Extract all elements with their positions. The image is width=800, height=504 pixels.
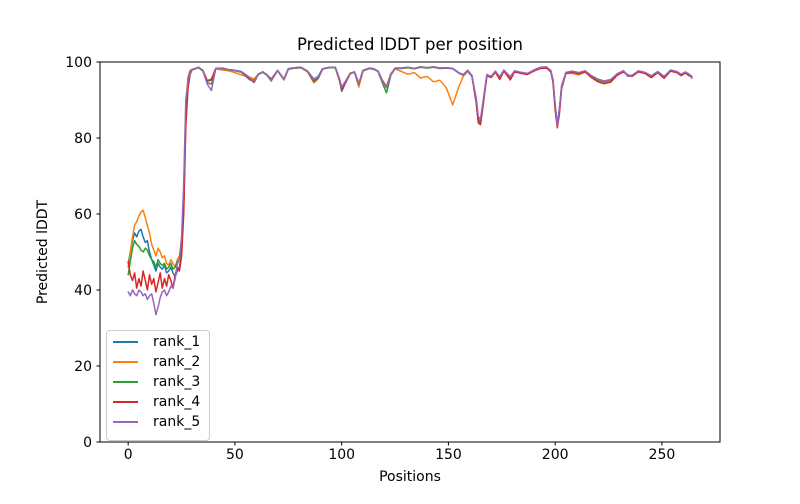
x-tick-label-100: 100 xyxy=(328,447,355,463)
legend-line-sample-rank_1 xyxy=(113,341,138,343)
y-tick-label-40: 40 xyxy=(74,283,92,299)
legend-line-sample-rank_2 xyxy=(113,361,138,363)
series-line-rank_3 xyxy=(127,66,693,276)
x-tick-label-50: 50 xyxy=(226,447,244,463)
series-line-rank_5 xyxy=(127,66,693,316)
y-tick-label-80: 80 xyxy=(74,131,92,147)
axis-ticks: 0 50 100 150 200 250 0 20 40 60 80 100 xyxy=(65,55,675,463)
series-lines xyxy=(127,66,693,316)
legend-item-rank_1: rank_1 xyxy=(107,332,209,352)
y-tick-label-0: 0 xyxy=(83,435,92,451)
legend-line-sample-rank_4 xyxy=(113,401,138,403)
y-tick-label-100: 100 xyxy=(65,55,92,71)
x-tick-label-250: 250 xyxy=(649,447,676,463)
legend-item-rank_2: rank_2 xyxy=(107,352,209,372)
x-tick-label-0: 0 xyxy=(124,447,133,463)
legend-line-sample-rank_3 xyxy=(113,381,138,383)
legend: rank_1 rank_2 rank_3 rank_4 rank_5 xyxy=(106,330,210,441)
legend-label-rank_4: rank_4 xyxy=(153,394,201,410)
chart-title: Predicted lDDT per position xyxy=(297,35,523,54)
series-line-rank_1 xyxy=(127,66,693,278)
x-tick-label-200: 200 xyxy=(542,447,569,463)
legend-label-rank_5: rank_5 xyxy=(153,414,201,430)
y-tick-label-60: 60 xyxy=(74,207,92,223)
legend-item-rank_4: rank_4 xyxy=(107,392,209,412)
legend-label-rank_1: rank_1 xyxy=(153,334,201,350)
y-axis-label: Predicted lDDT xyxy=(35,199,51,304)
series-line-rank_4 xyxy=(127,66,693,293)
legend-item-rank_3: rank_3 xyxy=(107,372,209,392)
legend-label-rank_3: rank_3 xyxy=(153,374,201,390)
x-axis-label: Positions xyxy=(379,469,441,485)
series-line-rank_2 xyxy=(127,66,693,268)
legend-line-sample-rank_5 xyxy=(113,421,138,423)
legend-item-rank_5: rank_5 xyxy=(107,412,209,432)
legend-label-rank_2: rank_2 xyxy=(153,354,201,370)
x-tick-label-150: 150 xyxy=(435,447,462,463)
y-tick-label-20: 20 xyxy=(74,359,92,375)
axes-spines xyxy=(99,61,721,443)
